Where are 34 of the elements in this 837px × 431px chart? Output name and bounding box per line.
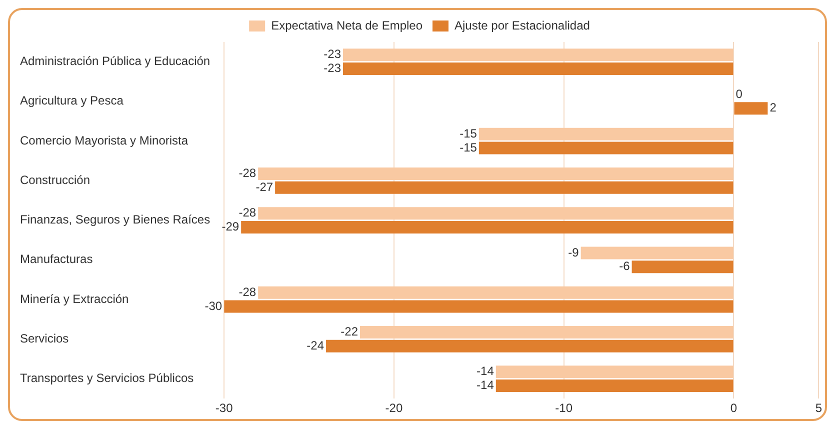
data-label: -30 <box>204 298 222 313</box>
y-tick-label: Minería y Extracción <box>20 292 129 306</box>
data-label: -22 <box>340 324 358 339</box>
data-label: -27 <box>256 180 274 194</box>
y-tick-label: Construcción <box>20 172 90 187</box>
data-label: -9 <box>568 245 580 260</box>
data-label: -14 <box>476 364 494 378</box>
data-label: -14 <box>476 378 494 392</box>
data-label: 0 <box>736 86 743 101</box>
x-tick-label: -30 <box>215 401 234 416</box>
data-label: -15 <box>460 140 478 154</box>
y-tick-label: Finanzas, Seguros y Bienes Raíces <box>20 212 210 227</box>
data-label: -15 <box>460 126 478 140</box>
x-tick-label: 5 <box>815 401 822 416</box>
data-label: -23 <box>324 61 342 76</box>
legend-label: Expectativa Neta de Empleo <box>271 18 423 32</box>
x-tick-label: -20 <box>385 401 403 416</box>
x-tick-label: -10 <box>555 401 573 416</box>
y-tick-label: Servicios <box>20 331 69 346</box>
legend-label: Ajuste por Estacionalidad <box>454 18 590 32</box>
data-label: -6 <box>619 259 630 274</box>
y-tick-label: Agricultura y Pesca <box>20 94 124 108</box>
x-tick-label: 0 <box>730 401 738 416</box>
y-tick-label: Manufacturas <box>20 252 93 266</box>
data-label: -28 <box>238 284 256 299</box>
data-label: -24 <box>306 338 324 352</box>
data-label: -29 <box>222 220 240 234</box>
y-tick-label: Comercio Mayorista y Minorista <box>20 133 188 148</box>
data-label: -23 <box>324 47 342 62</box>
data-label: 2 <box>770 100 777 115</box>
data-label: -28 <box>238 206 256 220</box>
data-label: -28 <box>238 166 256 180</box>
y-tick-label: Transportes y Servicios Públicos <box>20 371 194 386</box>
y-tick-label: Administración Pública y Educación <box>20 54 210 68</box>
